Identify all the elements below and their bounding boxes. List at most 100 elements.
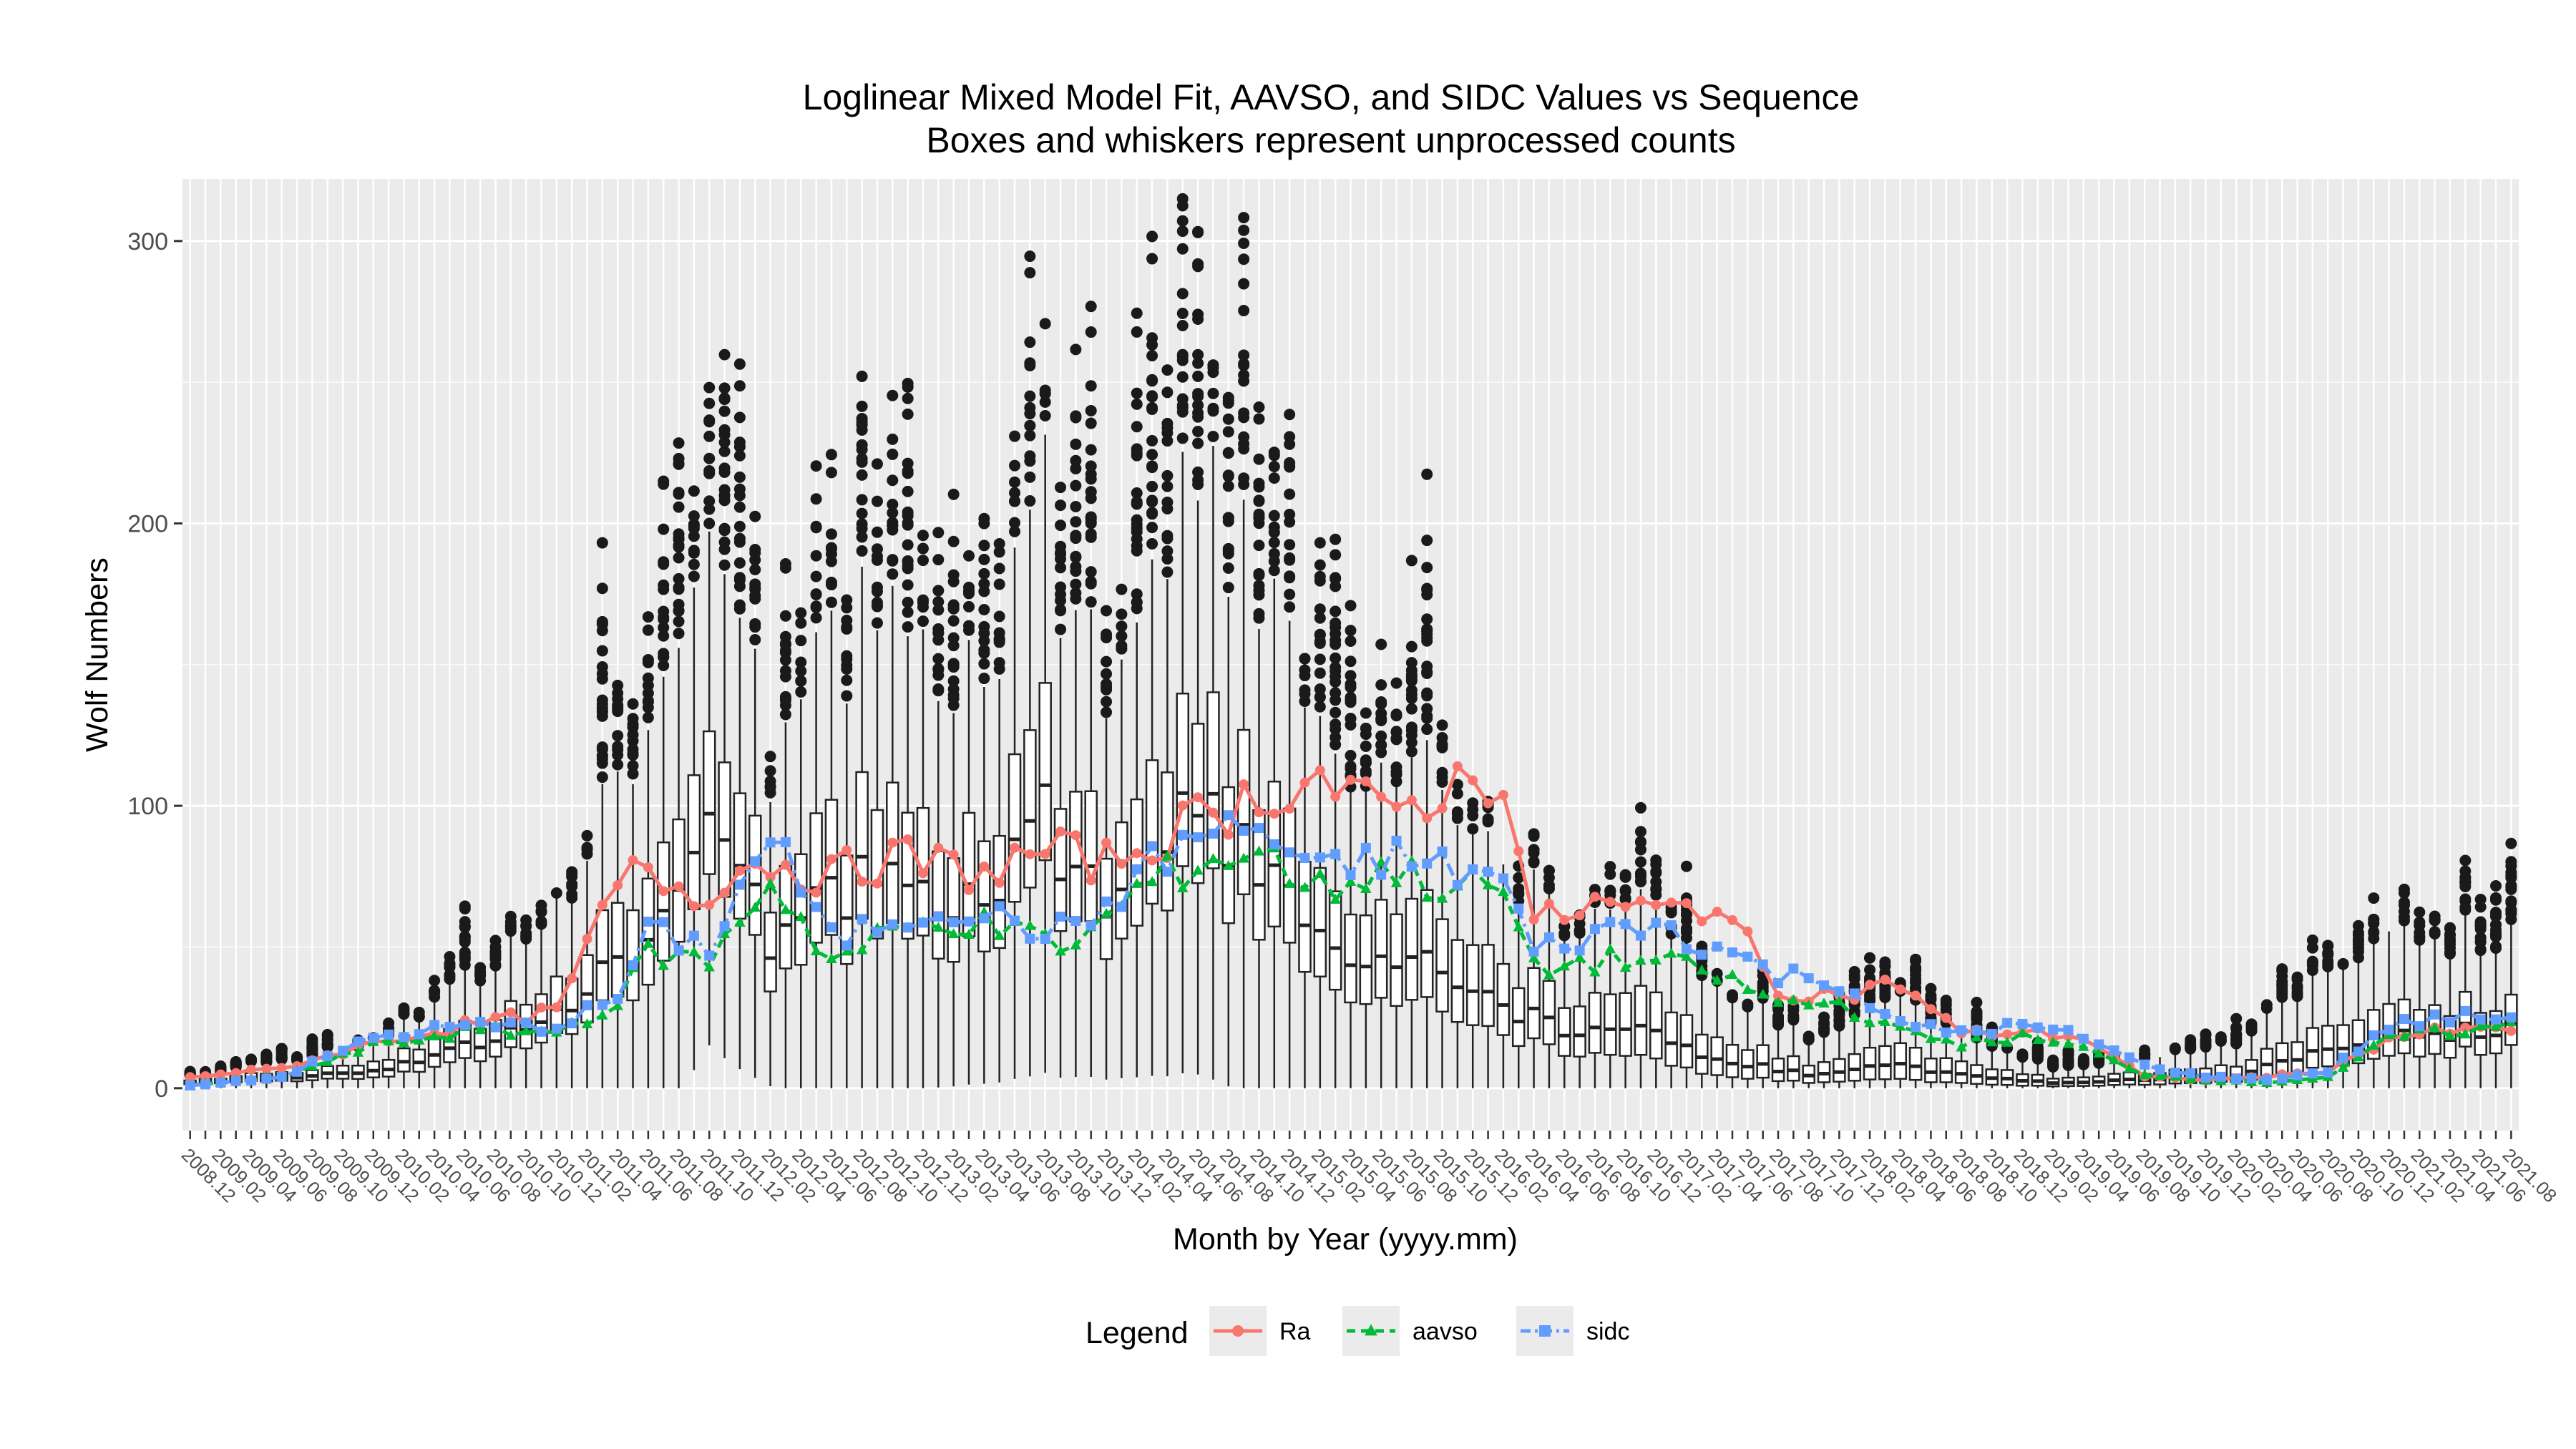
outlier-point <box>1131 307 1143 319</box>
series-point <box>2078 1033 2089 1044</box>
outlier-point <box>1421 535 1433 547</box>
outlier-point <box>1161 480 1174 492</box>
series-point <box>1941 1013 1951 1023</box>
outlier-point <box>1345 681 1357 693</box>
outlier-point <box>733 599 746 611</box>
outlier-point <box>2047 1055 2059 1068</box>
box-iqr <box>870 809 884 940</box>
outlier-point <box>1055 519 1067 532</box>
outlier-point <box>1131 398 1143 410</box>
outlier-point <box>2306 956 2318 968</box>
box-plot <box>626 698 640 1088</box>
outlier-point <box>1222 480 1234 492</box>
outlier-point <box>902 596 914 608</box>
series-point <box>1880 975 1890 985</box>
series-point <box>1742 951 1753 962</box>
series-point <box>1620 902 1631 912</box>
outlier-point <box>718 436 731 449</box>
series-point <box>2384 1025 2394 1035</box>
box-iqr <box>2260 1048 2274 1077</box>
outlier-point <box>1864 952 1876 964</box>
box-plots <box>183 192 2518 1088</box>
outlier-point <box>1222 582 1234 594</box>
box-iqr <box>1756 1044 1770 1079</box>
outlier-point <box>1085 380 1097 392</box>
series-point <box>429 1030 440 1040</box>
series-point <box>643 917 653 927</box>
outlier-point <box>1070 516 1082 528</box>
outlier-point <box>658 605 670 618</box>
outlier-point <box>1971 996 1983 1008</box>
series-point <box>1376 791 1387 802</box>
outlier-point <box>1009 487 1021 499</box>
outlier-point <box>1634 844 1646 856</box>
box-iqr <box>947 857 960 963</box>
box-plot <box>886 389 899 1088</box>
series-point <box>1147 855 1158 866</box>
box-plot <box>2290 971 2304 1088</box>
outlier-point <box>1253 413 1265 425</box>
series-point <box>2292 1070 2303 1080</box>
box-plot <box>1084 301 1098 1078</box>
outlier-point <box>2260 999 2273 1011</box>
outlier-point <box>2337 957 2349 970</box>
series-point <box>1651 899 1662 910</box>
outlier-point <box>642 696 654 708</box>
outlier-point <box>932 554 945 566</box>
outlier-point <box>275 1043 288 1055</box>
outlier-point <box>413 1006 425 1018</box>
series-point <box>276 1071 287 1082</box>
outlier-point <box>1742 998 1754 1010</box>
series-point <box>1773 990 1784 1001</box>
series-point <box>1468 864 1478 874</box>
box-iqr <box>1298 861 1312 973</box>
series-point <box>2155 1064 2165 1075</box>
series-point <box>796 887 806 898</box>
series-point <box>994 901 1005 912</box>
series-point <box>505 1007 516 1018</box>
outlier-point <box>1787 1010 1800 1022</box>
series-point <box>1040 849 1050 859</box>
box-plot <box>870 458 884 1088</box>
outlier-point <box>1222 413 1234 425</box>
box-iqr <box>779 864 793 970</box>
series-point <box>536 1002 547 1013</box>
outlier-point <box>978 620 990 633</box>
outlier-point <box>856 370 868 382</box>
box-plot <box>824 449 839 1088</box>
outlier-point <box>1024 408 1036 420</box>
outlier-point <box>1330 706 1342 718</box>
series-point <box>1956 1025 1967 1035</box>
outlier-point <box>1024 267 1036 279</box>
series-point <box>475 1017 486 1028</box>
series-point <box>2185 1068 2196 1078</box>
series-point <box>872 878 882 889</box>
outlier-point <box>1375 679 1387 691</box>
outlier-point <box>2230 1013 2243 1025</box>
outlier-point <box>1222 545 1234 557</box>
series-point <box>979 861 990 872</box>
outlier-point <box>1176 288 1189 300</box>
outlier-point <box>947 535 960 547</box>
outlier-point <box>1039 384 1051 396</box>
series-point <box>1055 945 1066 956</box>
outlier-point <box>1360 707 1372 719</box>
series-point <box>841 845 852 856</box>
outlier-point <box>887 519 899 532</box>
outlier-point <box>887 498 899 510</box>
series-point <box>2261 1074 2272 1085</box>
series-point <box>200 1079 211 1090</box>
series-point <box>1360 842 1371 853</box>
outlier-point <box>703 381 716 394</box>
outlier-point <box>1222 447 1234 459</box>
outlier-point <box>429 975 441 987</box>
legend-label: aavso <box>1413 1318 1478 1345</box>
series-point <box>704 899 715 910</box>
outlier-point <box>2276 963 2288 975</box>
outlier-point <box>673 488 685 500</box>
box-plot <box>1328 533 1342 1088</box>
outlier-point <box>825 596 837 608</box>
outlier-point <box>596 537 608 549</box>
series-point <box>719 921 730 932</box>
series-point <box>1787 994 1800 1005</box>
